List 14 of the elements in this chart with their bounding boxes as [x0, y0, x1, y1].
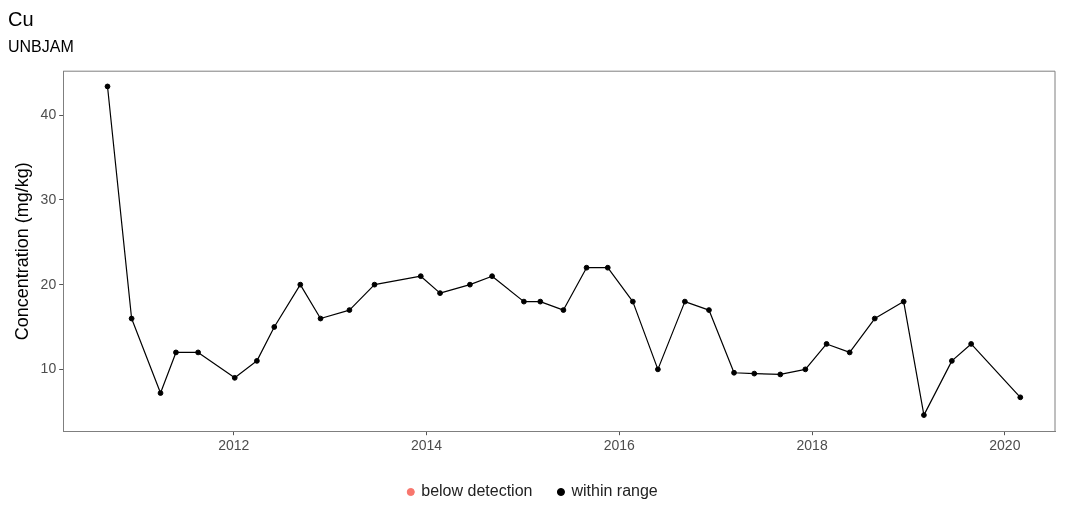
y-tick-label: 20	[40, 275, 57, 292]
x-tick-label: 2016	[603, 437, 636, 454]
chart-title: Cu	[8, 7, 34, 30]
legend-label: below detection	[421, 482, 533, 500]
y-axis-title: Concentration (mg/kg)	[11, 162, 32, 341]
legend-label: within range	[570, 482, 658, 500]
chart-subtitle: UNBJAM	[8, 38, 74, 56]
x-tick-label: 2018	[796, 437, 828, 454]
x-tick-label: 2014	[410, 437, 443, 454]
y-tick-label: 30	[40, 190, 57, 207]
y-tick-label: 40	[40, 106, 57, 123]
x-tick-label: 2020	[989, 437, 1021, 454]
x-tick-label: 2012	[218, 437, 250, 454]
y-tick-label: 10	[40, 360, 57, 377]
